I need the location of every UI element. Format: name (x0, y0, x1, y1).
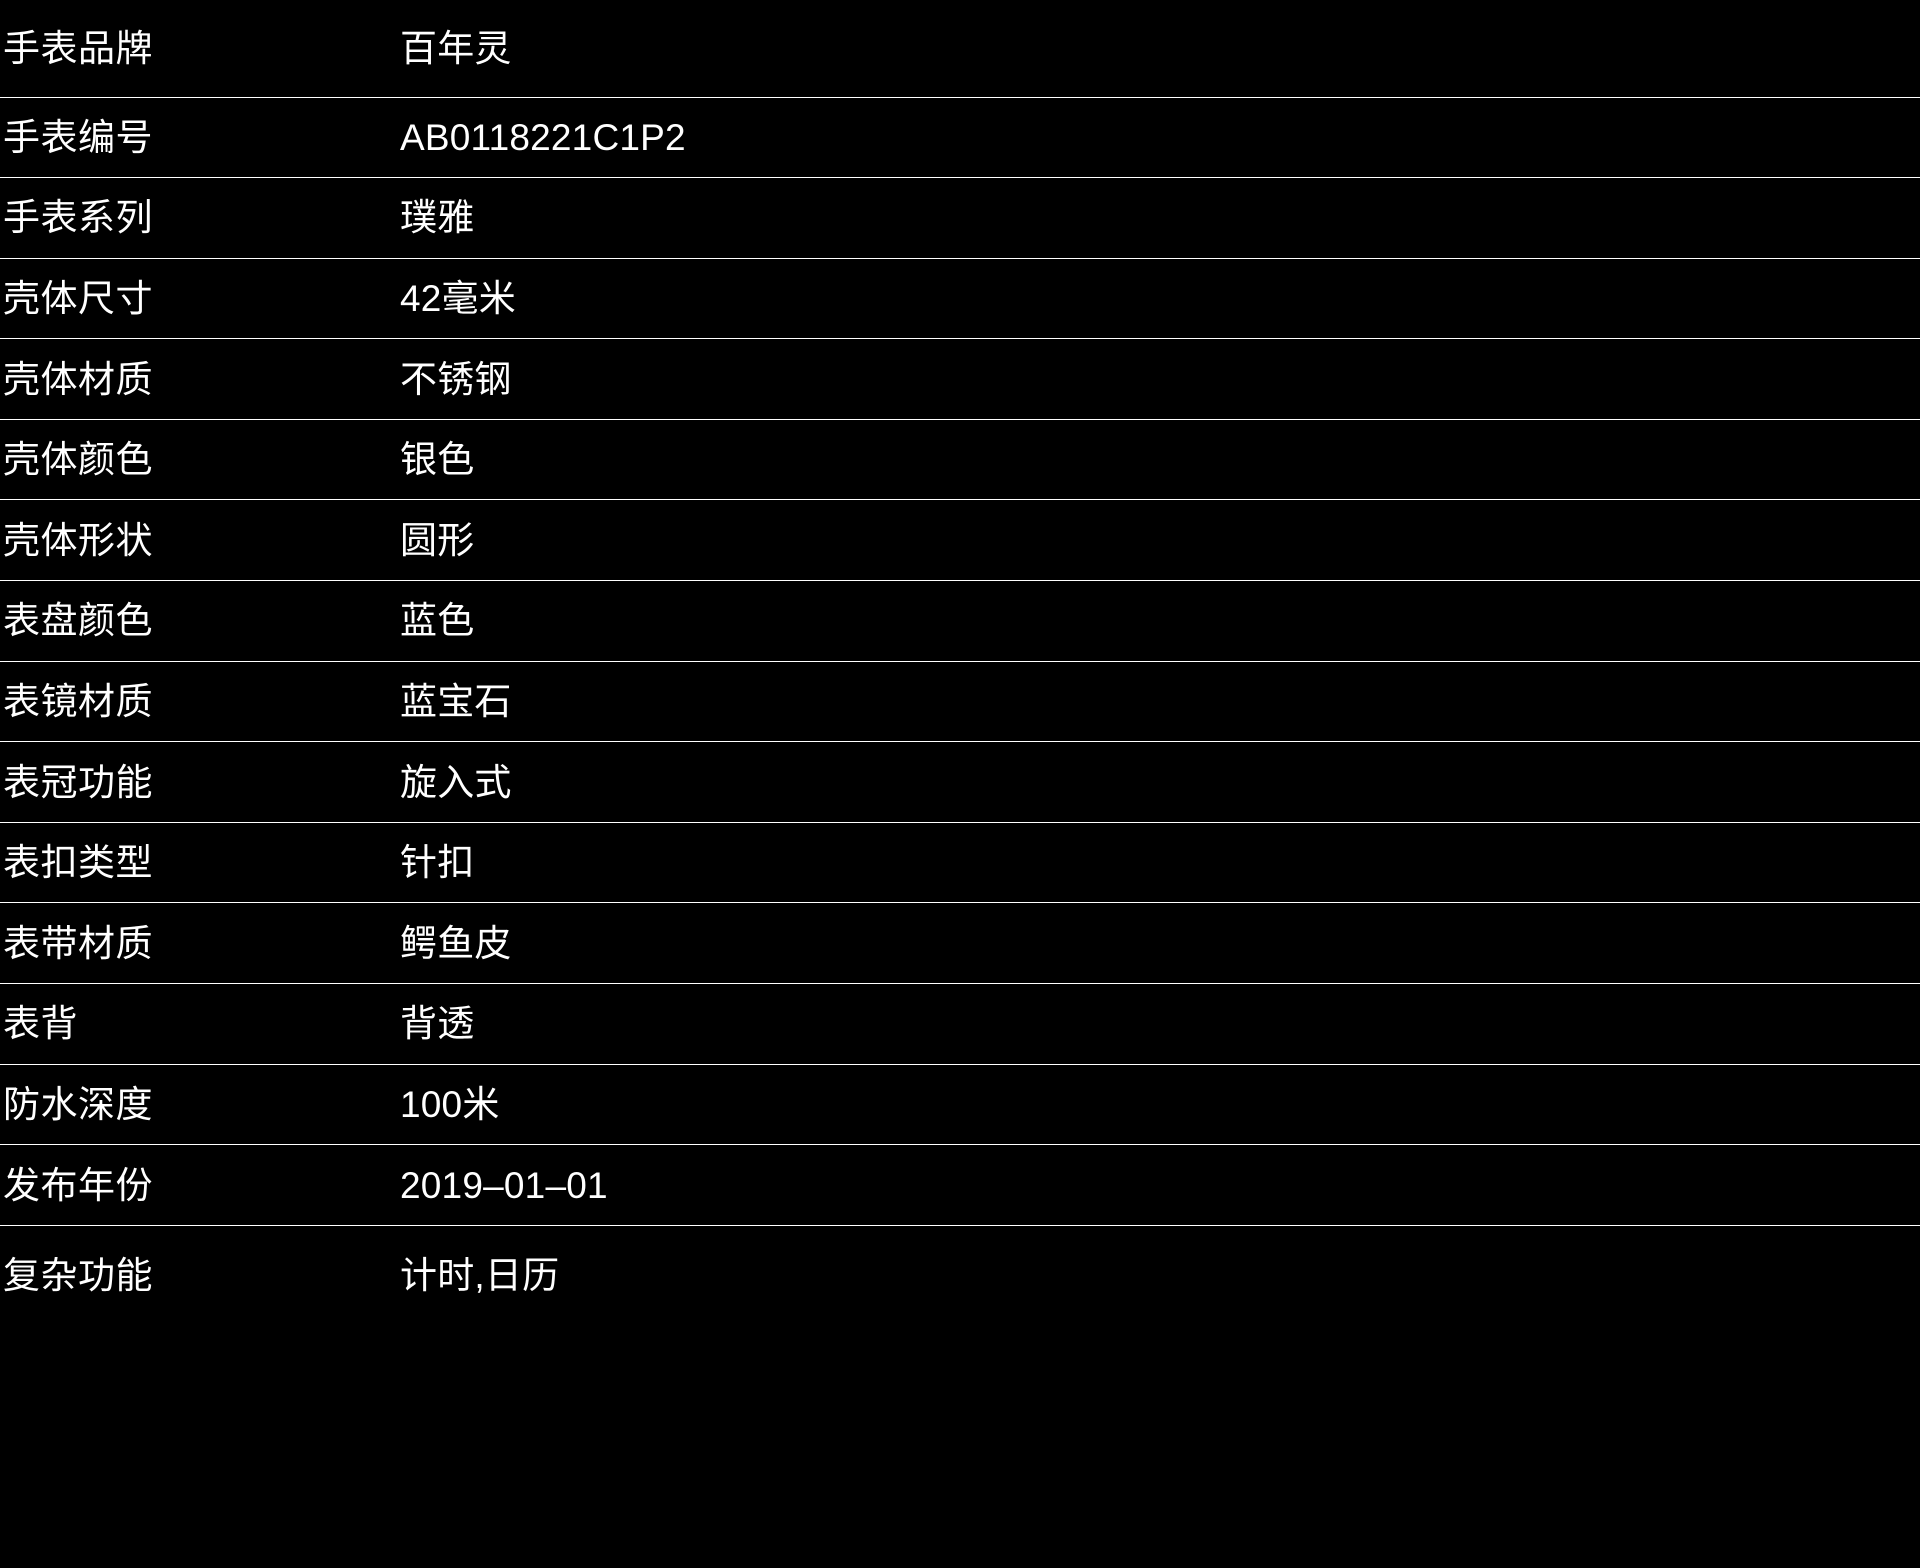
table-row: 表背 背透 (0, 983, 1920, 1065)
spec-label: 发布年份 (3, 1164, 153, 1206)
table-row: 壳体尺寸 42毫米 (0, 258, 1920, 340)
spec-label-cell: 壳体形状 (0, 499, 400, 582)
spec-value: AB0118221C1P2 (400, 116, 686, 158)
spec-label-cell: 手表编号 (0, 97, 400, 179)
spec-value: 百年灵 (400, 27, 512, 69)
spec-value: 不锈钢 (400, 358, 512, 400)
spec-value-cell: 璞雅 (400, 177, 1920, 259)
table-row: 壳体颜色 银色 (0, 419, 1920, 501)
spec-label: 壳体材质 (3, 358, 153, 400)
spec-value-cell: 不锈钢 (400, 338, 1920, 420)
spec-value: 鳄鱼皮 (400, 922, 512, 964)
spec-value-cell: 计时,日历 (400, 1225, 1920, 1325)
spec-value-cell: 百年灵 (400, 0, 1920, 98)
spec-label: 手表系列 (3, 197, 153, 239)
spec-value-cell: 蓝宝石 (400, 661, 1920, 743)
table-row: 表镜材质 蓝宝石 (0, 661, 1920, 743)
spec-label: 表扣类型 (3, 842, 153, 884)
spec-value-cell: 背透 (400, 983, 1920, 1065)
spec-value: 旋入式 (400, 761, 512, 803)
spec-label: 表镜材质 (3, 680, 153, 722)
spec-label-cell: 复杂功能 (0, 1225, 400, 1325)
spec-label: 复杂功能 (3, 1255, 153, 1297)
spec-value-cell: 圆形 (400, 499, 1920, 582)
spec-label-cell: 发布年份 (0, 1144, 400, 1226)
table-row: 防水深度 100米 (0, 1064, 1920, 1146)
spec-label-cell: 表盘颜色 (0, 580, 400, 662)
spec-label: 表背 (3, 1003, 78, 1045)
spec-label-cell: 防水深度 (0, 1064, 400, 1146)
table-row: 表扣类型 针扣 (0, 822, 1920, 904)
spec-label-cell: 手表系列 (0, 177, 400, 259)
spec-label-cell: 表镜材质 (0, 661, 400, 743)
spec-value: 42毫米 (400, 277, 516, 319)
spec-value-cell: 42毫米 (400, 258, 1920, 340)
spec-value: 圆形 (400, 519, 475, 561)
spec-value-cell: 银色 (400, 419, 1920, 501)
table-row: 手表品牌 百年灵 (0, 0, 1920, 98)
spec-value: 背透 (400, 1003, 475, 1045)
spec-value: 计时,日历 (400, 1255, 560, 1297)
table-row: 表带材质 鳄鱼皮 (0, 902, 1920, 985)
spec-label: 壳体颜色 (3, 439, 153, 481)
spec-label: 表带材质 (3, 922, 153, 964)
spec-table-body: 手表品牌 百年灵 手表编号 AB0118221C1P2 手表系列 璞雅 (0, 0, 1920, 1325)
spec-value: 银色 (400, 439, 475, 481)
spec-label-cell: 表冠功能 (0, 741, 400, 823)
spec-value-cell: 100米 (400, 1064, 1920, 1146)
spec-label-cell: 壳体尺寸 (0, 258, 400, 340)
spec-label: 壳体形状 (3, 519, 153, 561)
spec-label: 手表品牌 (3, 27, 153, 69)
spec-value-cell: 蓝色 (400, 580, 1920, 662)
spec-label: 壳体尺寸 (3, 277, 153, 319)
spec-value-cell: AB0118221C1P2 (400, 97, 1920, 179)
spec-value: 璞雅 (400, 197, 475, 239)
spec-value-cell: 2019–01–01 (400, 1144, 1920, 1226)
spec-label-cell: 壳体颜色 (0, 419, 400, 501)
spec-label-cell: 表扣类型 (0, 822, 400, 904)
spec-value-cell: 鳄鱼皮 (400, 902, 1920, 985)
spec-label-cell: 手表品牌 (0, 0, 400, 98)
table-row: 壳体形状 圆形 (0, 499, 1920, 582)
table-row: 表冠功能 旋入式 (0, 741, 1920, 823)
spec-label: 防水深度 (3, 1083, 153, 1125)
spec-value: 针扣 (400, 842, 475, 884)
spec-value: 2019–01–01 (400, 1164, 608, 1206)
spec-label-cell: 壳体材质 (0, 338, 400, 420)
spec-label: 手表编号 (3, 116, 153, 158)
spec-value: 蓝宝石 (400, 680, 512, 722)
spec-value-cell: 旋入式 (400, 741, 1920, 823)
table-row: 手表编号 AB0118221C1P2 (0, 97, 1920, 179)
spec-label-cell: 表背 (0, 983, 400, 1065)
spec-value: 100米 (400, 1083, 500, 1125)
spec-value-cell: 针扣 (400, 822, 1920, 904)
spec-label: 表盘颜色 (3, 600, 153, 642)
watch-specification-table: 手表品牌 百年灵 手表编号 AB0118221C1P2 手表系列 璞雅 (0, 0, 1920, 1325)
table-row: 复杂功能 计时,日历 (0, 1225, 1920, 1325)
spec-label: 表冠功能 (3, 761, 153, 803)
table-row: 表盘颜色 蓝色 (0, 580, 1920, 662)
spec-value: 蓝色 (400, 600, 475, 642)
table-row: 发布年份 2019–01–01 (0, 1144, 1920, 1226)
spec-label-cell: 表带材质 (0, 902, 400, 985)
table-row: 手表系列 璞雅 (0, 177, 1920, 259)
table-row: 壳体材质 不锈钢 (0, 338, 1920, 420)
